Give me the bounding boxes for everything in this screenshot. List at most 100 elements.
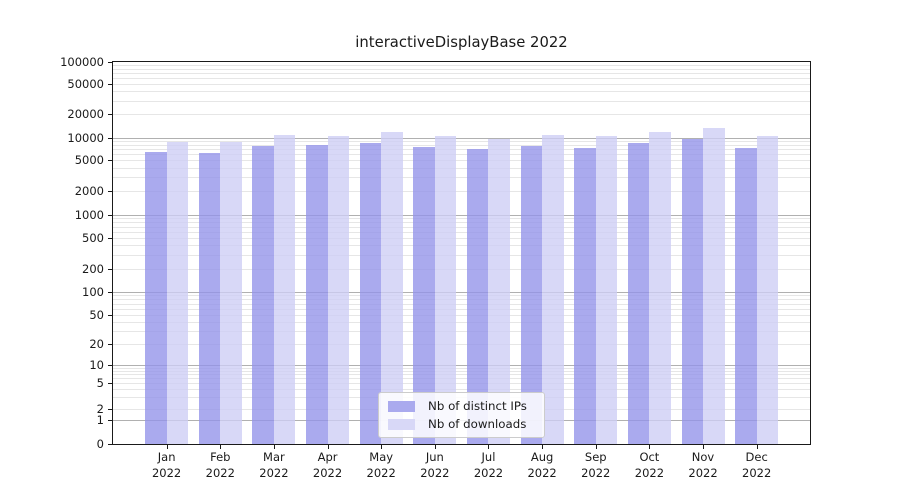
x-tick-mark-jun — [434, 445, 436, 449]
x-tick-year: 2022 — [688, 465, 718, 480]
bar-downloads-nov-2022 — [703, 127, 725, 444]
gridline-minor-200 — [113, 268, 810, 270]
x-tick-mark-nov — [703, 445, 705, 449]
gridline-minor-700 — [113, 226, 810, 228]
gridline-minor-50000 — [113, 83, 810, 85]
gridline-minor-4000 — [113, 167, 810, 169]
gridline-minor-600 — [113, 231, 810, 233]
y-tick-label-100000: 100000 — [60, 55, 104, 69]
gridline-major-1000 — [113, 215, 810, 216]
x-tick-month: Sep — [584, 450, 607, 464]
x-tick-label-may: May 2022 — [349, 450, 413, 481]
bar-distinct-ips-oct-2022 — [627, 142, 650, 444]
bar-distinct-ips-nov-2022 — [681, 139, 704, 444]
y-tick-mark-5000 — [108, 160, 113, 161]
gridline-minor-80000 — [113, 68, 810, 70]
y-tick-label-50000: 50000 — [67, 76, 104, 91]
y-tick-mark-50 — [108, 315, 113, 316]
gridline-minor-800 — [113, 222, 810, 224]
gridline-major-10 — [113, 365, 810, 366]
x-tick-month: Nov — [691, 450, 715, 464]
x-tick-mark-dec — [756, 445, 758, 449]
gridline-minor-50 — [113, 315, 810, 316]
x-tick-month: Feb — [210, 450, 231, 464]
y-tick-label-10000: 10000 — [67, 130, 104, 145]
x-tick-year: 2022 — [634, 465, 665, 480]
y-tick-label-5000: 5000 — [74, 153, 104, 167]
y-tick-label-20: 20 — [89, 337, 104, 351]
x-tick-month: Jul — [481, 450, 496, 464]
x-tick-mark-apr — [327, 445, 329, 449]
x-tick-label-feb: Feb 2022 — [188, 450, 252, 481]
y-tick-mark-50000 — [108, 83, 113, 85]
y-tick-label-2000: 2000 — [74, 184, 104, 198]
gridline-minor-2000 — [113, 191, 810, 192]
x-tick-mark-mar — [273, 445, 275, 449]
bar-downloads-jun-2022 — [434, 135, 457, 444]
x-tick-year: 2022 — [742, 465, 772, 480]
x-tick-label-jul: Jul 2022 — [456, 450, 520, 481]
gridline-minor-70 — [113, 303, 810, 305]
legend-item-distinct-ips: Nb of distinct IPs — [388, 399, 535, 413]
chart-title: interactiveDisplayBase 2022 — [355, 34, 568, 51]
gridline-major-10000 — [113, 137, 810, 139]
bar-downloads-jan-2022 — [166, 141, 189, 444]
x-tick-year: 2022 — [527, 465, 557, 480]
x-tick-mark-aug — [542, 445, 544, 449]
bar-distinct-ips-feb-2022 — [198, 153, 221, 444]
y-tick-mark-20000 — [108, 114, 113, 115]
x-tick-label-sep: Sep 2022 — [564, 450, 628, 481]
gridline-major-100 — [113, 291, 810, 293]
bar-distinct-ips-sep-2022 — [574, 147, 596, 444]
gridline-minor-60000 — [113, 77, 810, 79]
y-tick-label-1000: 1000 — [74, 208, 104, 222]
y-tick-label-5: 5 — [96, 376, 104, 390]
x-tick-mark-jan — [166, 445, 168, 449]
bar-distinct-ips-may-2022 — [359, 143, 382, 444]
gridline-minor-9000 — [113, 140, 810, 142]
x-tick-label-oct: Oct 2022 — [617, 450, 681, 481]
x-tick-label-mar: Mar 2022 — [242, 450, 306, 481]
bar-distinct-ips-jul-2022 — [466, 149, 489, 444]
bar-distinct-ips-dec-2022 — [735, 148, 757, 444]
x-tick-label-jan: Jan 2022 — [135, 450, 199, 481]
bar-downloads-aug-2022 — [542, 134, 564, 444]
gridline-minor-40000 — [113, 90, 810, 92]
gridline-minor-30000 — [113, 100, 810, 102]
legend-label-distinct-ips: Nb of distinct IPs — [428, 399, 527, 413]
bar-downloads-sep-2022 — [595, 136, 618, 444]
gridline-minor-3000 — [113, 177, 810, 179]
y-tick-label-100: 100 — [82, 284, 104, 299]
y-tick-mark-10 — [108, 365, 113, 366]
gridline-minor-20 — [113, 344, 810, 345]
gridline-minor-4 — [113, 389, 810, 391]
gridline-minor-6 — [113, 378, 810, 380]
x-tick-mark-jul — [488, 445, 490, 449]
y-tick-mark-2000 — [108, 191, 113, 192]
x-tick-year: 2022 — [312, 465, 343, 480]
x-tick-year: 2022 — [259, 465, 289, 480]
gridline-minor-7 — [113, 374, 810, 376]
gridline-minor-6000 — [113, 154, 810, 156]
y-tick-label-0: 0 — [96, 436, 104, 451]
legend: Nb of distinct IPs Nb of downloads — [378, 392, 545, 438]
x-tick-month: Apr — [317, 450, 338, 464]
x-tick-mark-sep — [595, 445, 597, 449]
gridline-minor-60 — [113, 308, 810, 310]
bar-distinct-ips-aug-2022 — [520, 146, 543, 444]
legend-swatch-downloads — [388, 418, 415, 430]
x-tick-year: 2022 — [420, 465, 450, 480]
bar-downloads-dec-2022 — [756, 136, 779, 444]
gridline-minor-90000 — [113, 65, 810, 67]
y-tick-mark-200 — [108, 268, 113, 270]
x-tick-month: Jun — [425, 450, 444, 464]
gridline-minor-9 — [113, 367, 810, 369]
x-tick-month: Mar — [263, 450, 285, 464]
x-tick-year: 2022 — [581, 465, 611, 480]
legend-swatch-distinct-ips — [388, 400, 415, 412]
x-tick-label-jun: Jun 2022 — [403, 450, 467, 481]
y-tick-mark-20 — [108, 344, 113, 345]
y-tick-label-50: 50 — [89, 308, 104, 322]
x-tick-label-apr: Apr 2022 — [296, 450, 360, 481]
